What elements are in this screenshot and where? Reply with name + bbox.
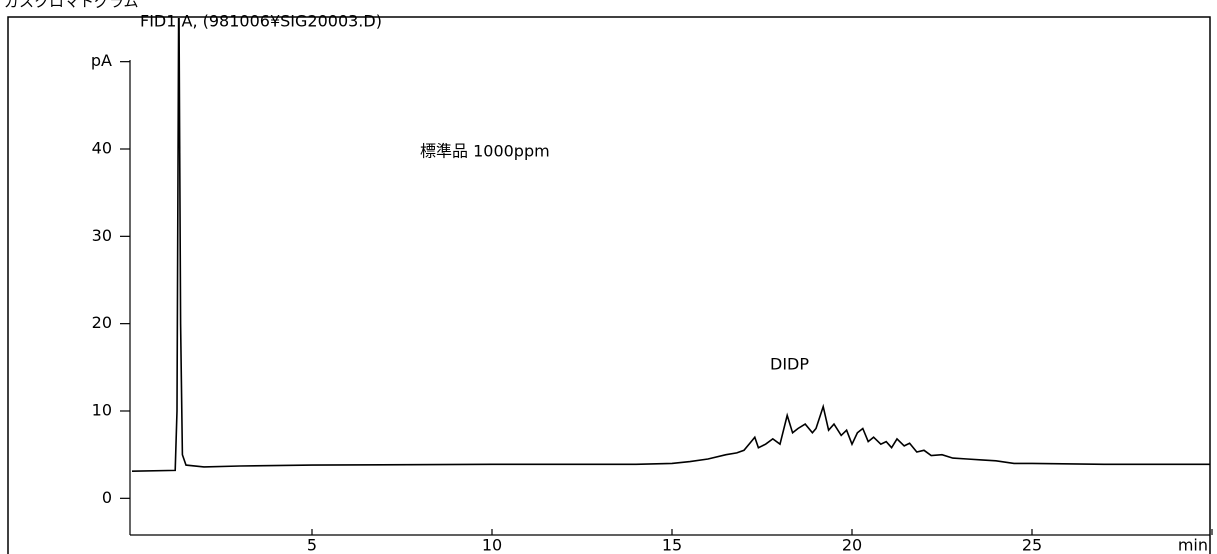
y-tick-label: 0 (102, 488, 112, 507)
y-tick-label: 40 (92, 138, 112, 157)
signal-line (131, 18, 1210, 472)
y-tick-label: pA (91, 51, 112, 70)
x-tick-label: 20 (842, 536, 862, 554)
x-tick-label: 5 (307, 536, 317, 554)
x-tick-label: 25 (1022, 536, 1042, 554)
y-tick-label: 10 (92, 400, 112, 419)
x-tick-label: min (1178, 536, 1208, 554)
chart-title: ガスクロマトグラム (4, 0, 139, 11)
annotation: 標準品 1000ppm (420, 142, 550, 161)
chart-subtitle: FID1 A, (981006¥SIG20003.D) (140, 12, 382, 31)
y-tick-label: 30 (92, 226, 112, 245)
annotation: DIDP (770, 355, 809, 374)
frame (7, 16, 1211, 554)
y-tick-label: 20 (92, 313, 112, 332)
x-tick-label: 15 (662, 536, 682, 554)
x-tick-label: 10 (482, 536, 502, 554)
